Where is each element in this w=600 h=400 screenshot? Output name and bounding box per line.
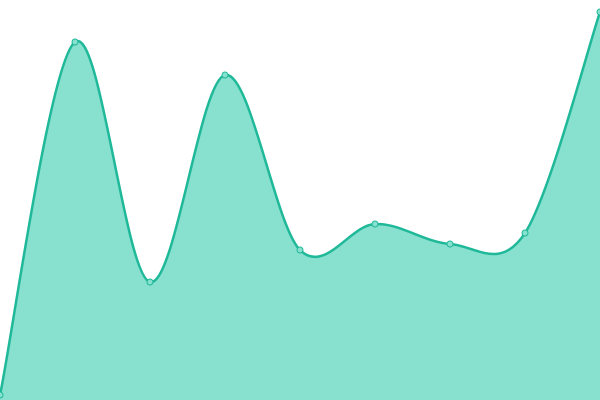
area [0, 12, 600, 400]
point [521, 229, 529, 237]
point [446, 240, 454, 248]
point [371, 220, 379, 228]
point [596, 8, 600, 16]
point [296, 246, 304, 254]
point [0, 391, 4, 399]
point [71, 38, 79, 46]
point [146, 278, 154, 286]
point [221, 71, 229, 79]
